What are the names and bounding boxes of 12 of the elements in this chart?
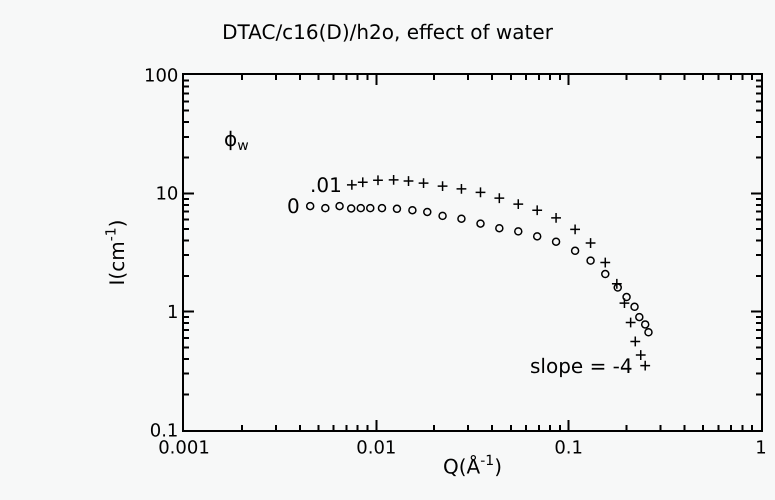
- x-tick-label: 1: [755, 438, 767, 459]
- x-axis-title: Q(Å$^{-1}$): [442, 453, 502, 479]
- x-tick-label: 0.01: [356, 438, 396, 459]
- series-label: .01: [310, 173, 342, 197]
- chart-title: DTAC/c16(D)/h2o, effect of water: [222, 20, 554, 44]
- y-tick-label: 10: [155, 184, 178, 205]
- series-label: 0: [287, 194, 300, 218]
- y-tick-label: 1: [166, 302, 178, 323]
- y-tick-label: 100: [144, 65, 178, 86]
- x-tick-label: 0.1: [554, 438, 583, 459]
- annotation: slope = -4: [530, 354, 633, 378]
- legend-title: ϕ$_{w}$: [224, 127, 249, 154]
